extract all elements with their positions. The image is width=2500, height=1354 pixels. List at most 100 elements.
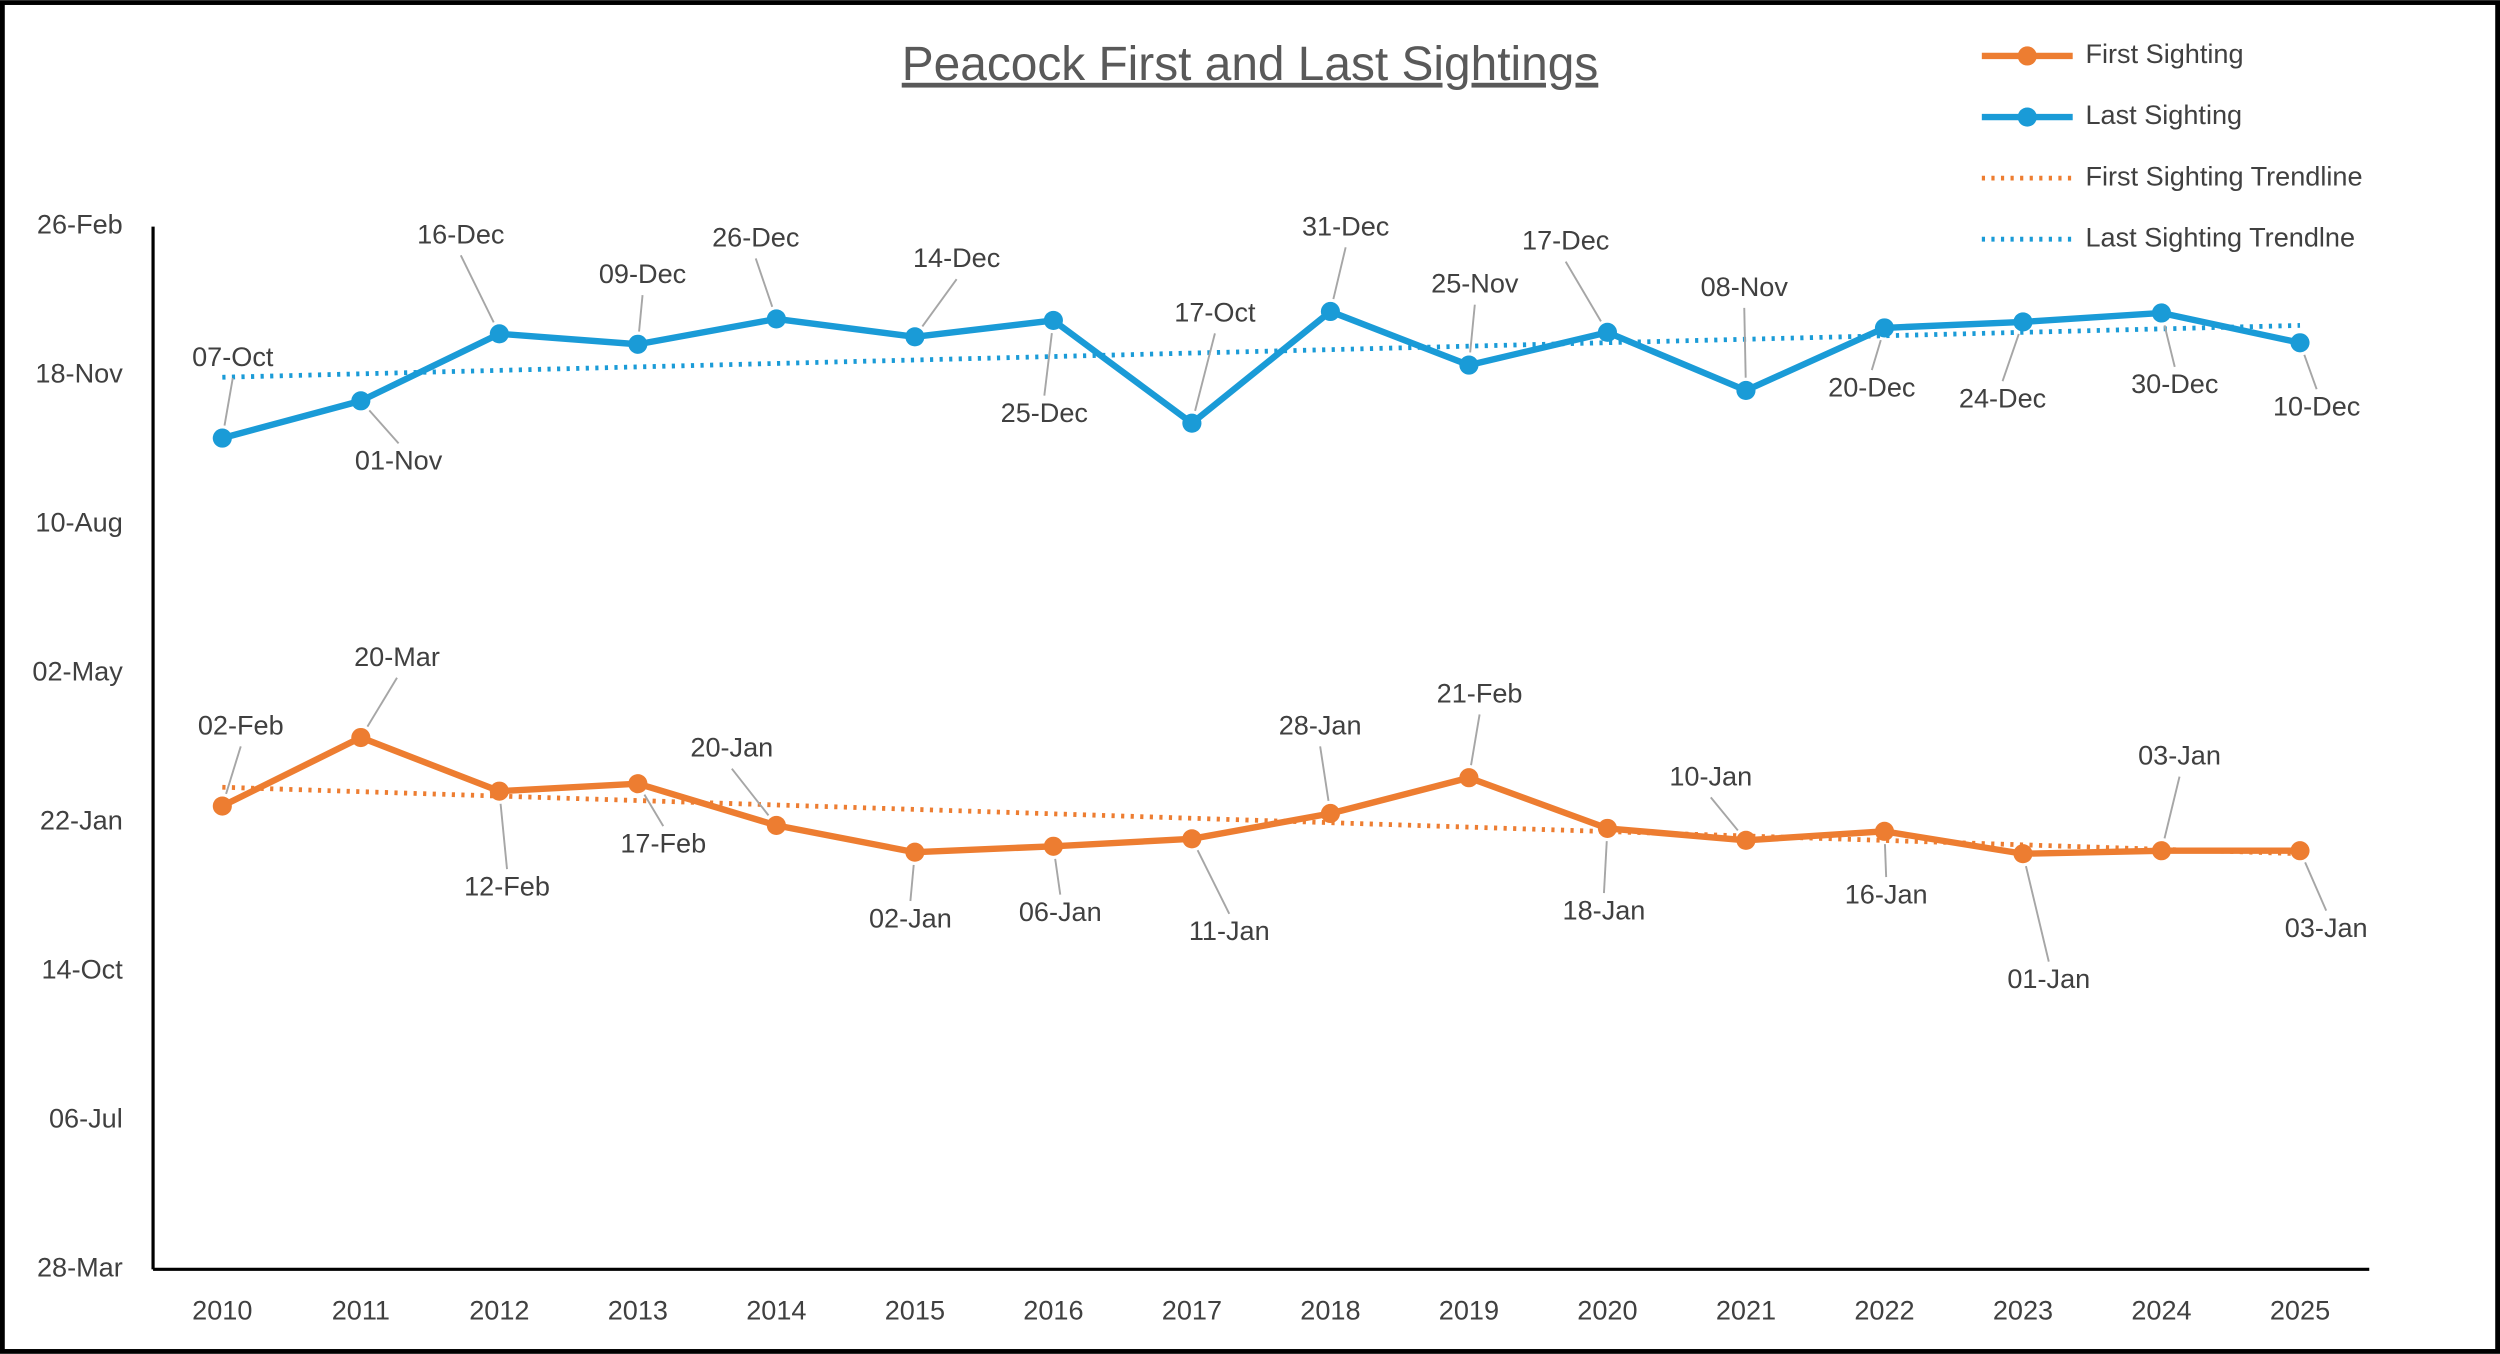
marker <box>2013 312 2033 332</box>
legend-label: First Sighting Trendline <box>2085 160 2362 191</box>
marker <box>1320 301 1340 322</box>
series-line <box>220 734 2300 857</box>
marker <box>1736 380 1756 401</box>
marker <box>1043 836 1063 856</box>
data-label: 25-Nov <box>1431 268 1519 299</box>
leader-line <box>223 377 234 426</box>
data-label: 11-Jan <box>1189 915 1270 946</box>
leader-line <box>2001 333 2020 382</box>
marker <box>905 842 925 862</box>
data-label: 24-Dec <box>1959 383 2046 414</box>
data-label: 16-Jan <box>1845 878 1928 909</box>
y-tick-label: 22-Jan <box>40 805 123 836</box>
data-label: 28-Jan <box>1279 709 1362 740</box>
legend-marker <box>2017 46 2037 66</box>
leader-line <box>754 258 774 308</box>
x-tick-label: 2020 <box>1577 1295 1637 1326</box>
leader-line <box>1319 746 1330 802</box>
x-tick-label: 2013 <box>608 1295 668 1326</box>
leader-line <box>643 794 665 827</box>
y-tick-label: 06-Jul <box>49 1103 123 1134</box>
x-tick-label: 2015 <box>885 1295 945 1326</box>
marker <box>2013 844 2033 864</box>
data-label: 20-Jan <box>690 732 773 763</box>
x-tick-label: 2025 <box>2270 1295 2330 1326</box>
data-label: 21-Feb <box>1437 677 1523 708</box>
leader-line <box>459 254 495 323</box>
legend-label: Last Sighting <box>2085 99 2242 130</box>
data-label: 10-Jan <box>1669 760 1752 791</box>
data-label: 07-Oct <box>192 341 274 372</box>
x-tick-label: 2011 <box>332 1295 390 1326</box>
marker <box>628 774 648 794</box>
marker <box>1182 829 1202 849</box>
data-label: 10-Dec <box>2273 391 2360 422</box>
leader-line <box>1870 339 1882 371</box>
chart-title: Peacock First and Last Sightings <box>902 38 1599 91</box>
leader-line <box>2303 354 2318 390</box>
leader-line <box>1602 841 1608 894</box>
marker <box>905 327 925 347</box>
y-tick-label: 28-Mar <box>37 1251 123 1282</box>
leader-line <box>1883 844 1888 878</box>
marker <box>1736 830 1756 850</box>
data-label: 17-Feb <box>620 827 706 858</box>
marker <box>2290 841 2310 861</box>
marker <box>628 334 648 354</box>
marker <box>766 309 786 329</box>
data-label: 12-Feb <box>464 870 550 901</box>
legend-marker <box>2017 107 2037 127</box>
data-label: 14-Dec <box>913 242 1000 273</box>
y-tick-label: 26-Feb <box>37 209 123 240</box>
leader-line <box>1196 849 1231 915</box>
marker <box>1874 821 1895 841</box>
x-tick-label: 2016 <box>1023 1295 1083 1326</box>
data-label: 02-Feb <box>198 709 284 740</box>
marker <box>489 781 509 801</box>
x-tick-label: 2024 <box>2131 1295 2191 1326</box>
data-label: 20-Mar <box>354 641 440 672</box>
leader-line <box>366 677 398 728</box>
marker <box>489 324 509 344</box>
x-tick-label: 2014 <box>746 1295 806 1326</box>
data-label: 06-Jan <box>1019 896 1102 927</box>
x-tick-label: 2012 <box>469 1295 529 1326</box>
x-tick-label: 2019 <box>1439 1295 1499 1326</box>
marker <box>2290 333 2310 353</box>
x-tick-label: 2010 <box>192 1295 252 1326</box>
leader-line <box>225 746 242 795</box>
trendline <box>222 323 2301 380</box>
marker <box>1597 818 1618 838</box>
marker <box>212 428 232 448</box>
y-tick-label: 02-May <box>32 656 123 687</box>
leader-line <box>1194 333 1216 412</box>
x-tick-label: 2017 <box>1162 1295 1222 1326</box>
marker <box>2151 303 2172 323</box>
data-label: 03-Jan <box>2138 740 2221 771</box>
data-label: 31-Dec <box>1302 210 1389 241</box>
data-label: 20-Dec <box>1828 371 1915 402</box>
y-tick-label: 10-Aug <box>35 507 122 538</box>
leader-line <box>1743 307 1747 378</box>
leader-line <box>1470 714 1481 766</box>
marker <box>1182 413 1202 433</box>
marker <box>351 391 371 411</box>
data-label: 03-Jan <box>2285 912 2368 943</box>
legend-label: First Sighting <box>2085 38 2243 69</box>
leader-line <box>2304 862 2328 911</box>
x-tick-label: 2023 <box>1993 1295 2053 1326</box>
x-tick-label: 2022 <box>1854 1295 1914 1326</box>
leader-line <box>1469 304 1476 353</box>
y-tick-label: 14-Oct <box>41 954 123 985</box>
data-label: 30-Dec <box>2131 368 2218 399</box>
x-tick-label: 2018 <box>1300 1295 1360 1326</box>
leader-line <box>2025 865 2050 962</box>
data-label: 26-Dec <box>712 221 799 252</box>
marker <box>2151 841 2172 861</box>
marker <box>1459 355 1479 375</box>
leader-line <box>368 409 400 445</box>
leader-line <box>921 278 958 328</box>
